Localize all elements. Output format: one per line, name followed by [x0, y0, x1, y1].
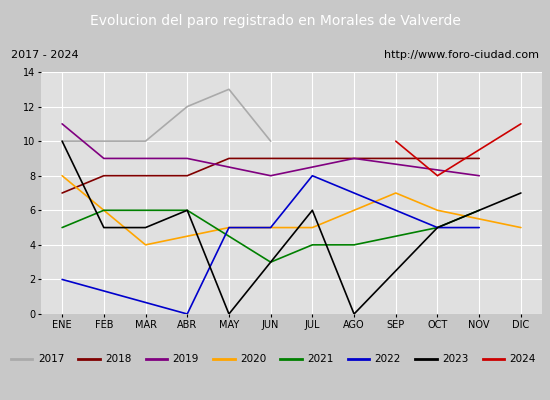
Text: 2024: 2024	[509, 354, 536, 364]
Text: Evolucion del paro registrado en Morales de Valverde: Evolucion del paro registrado en Morales…	[90, 14, 460, 28]
Text: 2020: 2020	[240, 354, 266, 364]
Text: http://www.foro-ciudad.com: http://www.foro-ciudad.com	[384, 50, 539, 60]
Text: 2019: 2019	[173, 354, 199, 364]
Text: 2021: 2021	[307, 354, 334, 364]
Text: 2023: 2023	[442, 354, 469, 364]
Text: 2018: 2018	[105, 354, 131, 364]
Text: 2022: 2022	[375, 354, 401, 364]
Text: 2017: 2017	[38, 354, 64, 364]
Text: 2017 - 2024: 2017 - 2024	[11, 50, 79, 60]
